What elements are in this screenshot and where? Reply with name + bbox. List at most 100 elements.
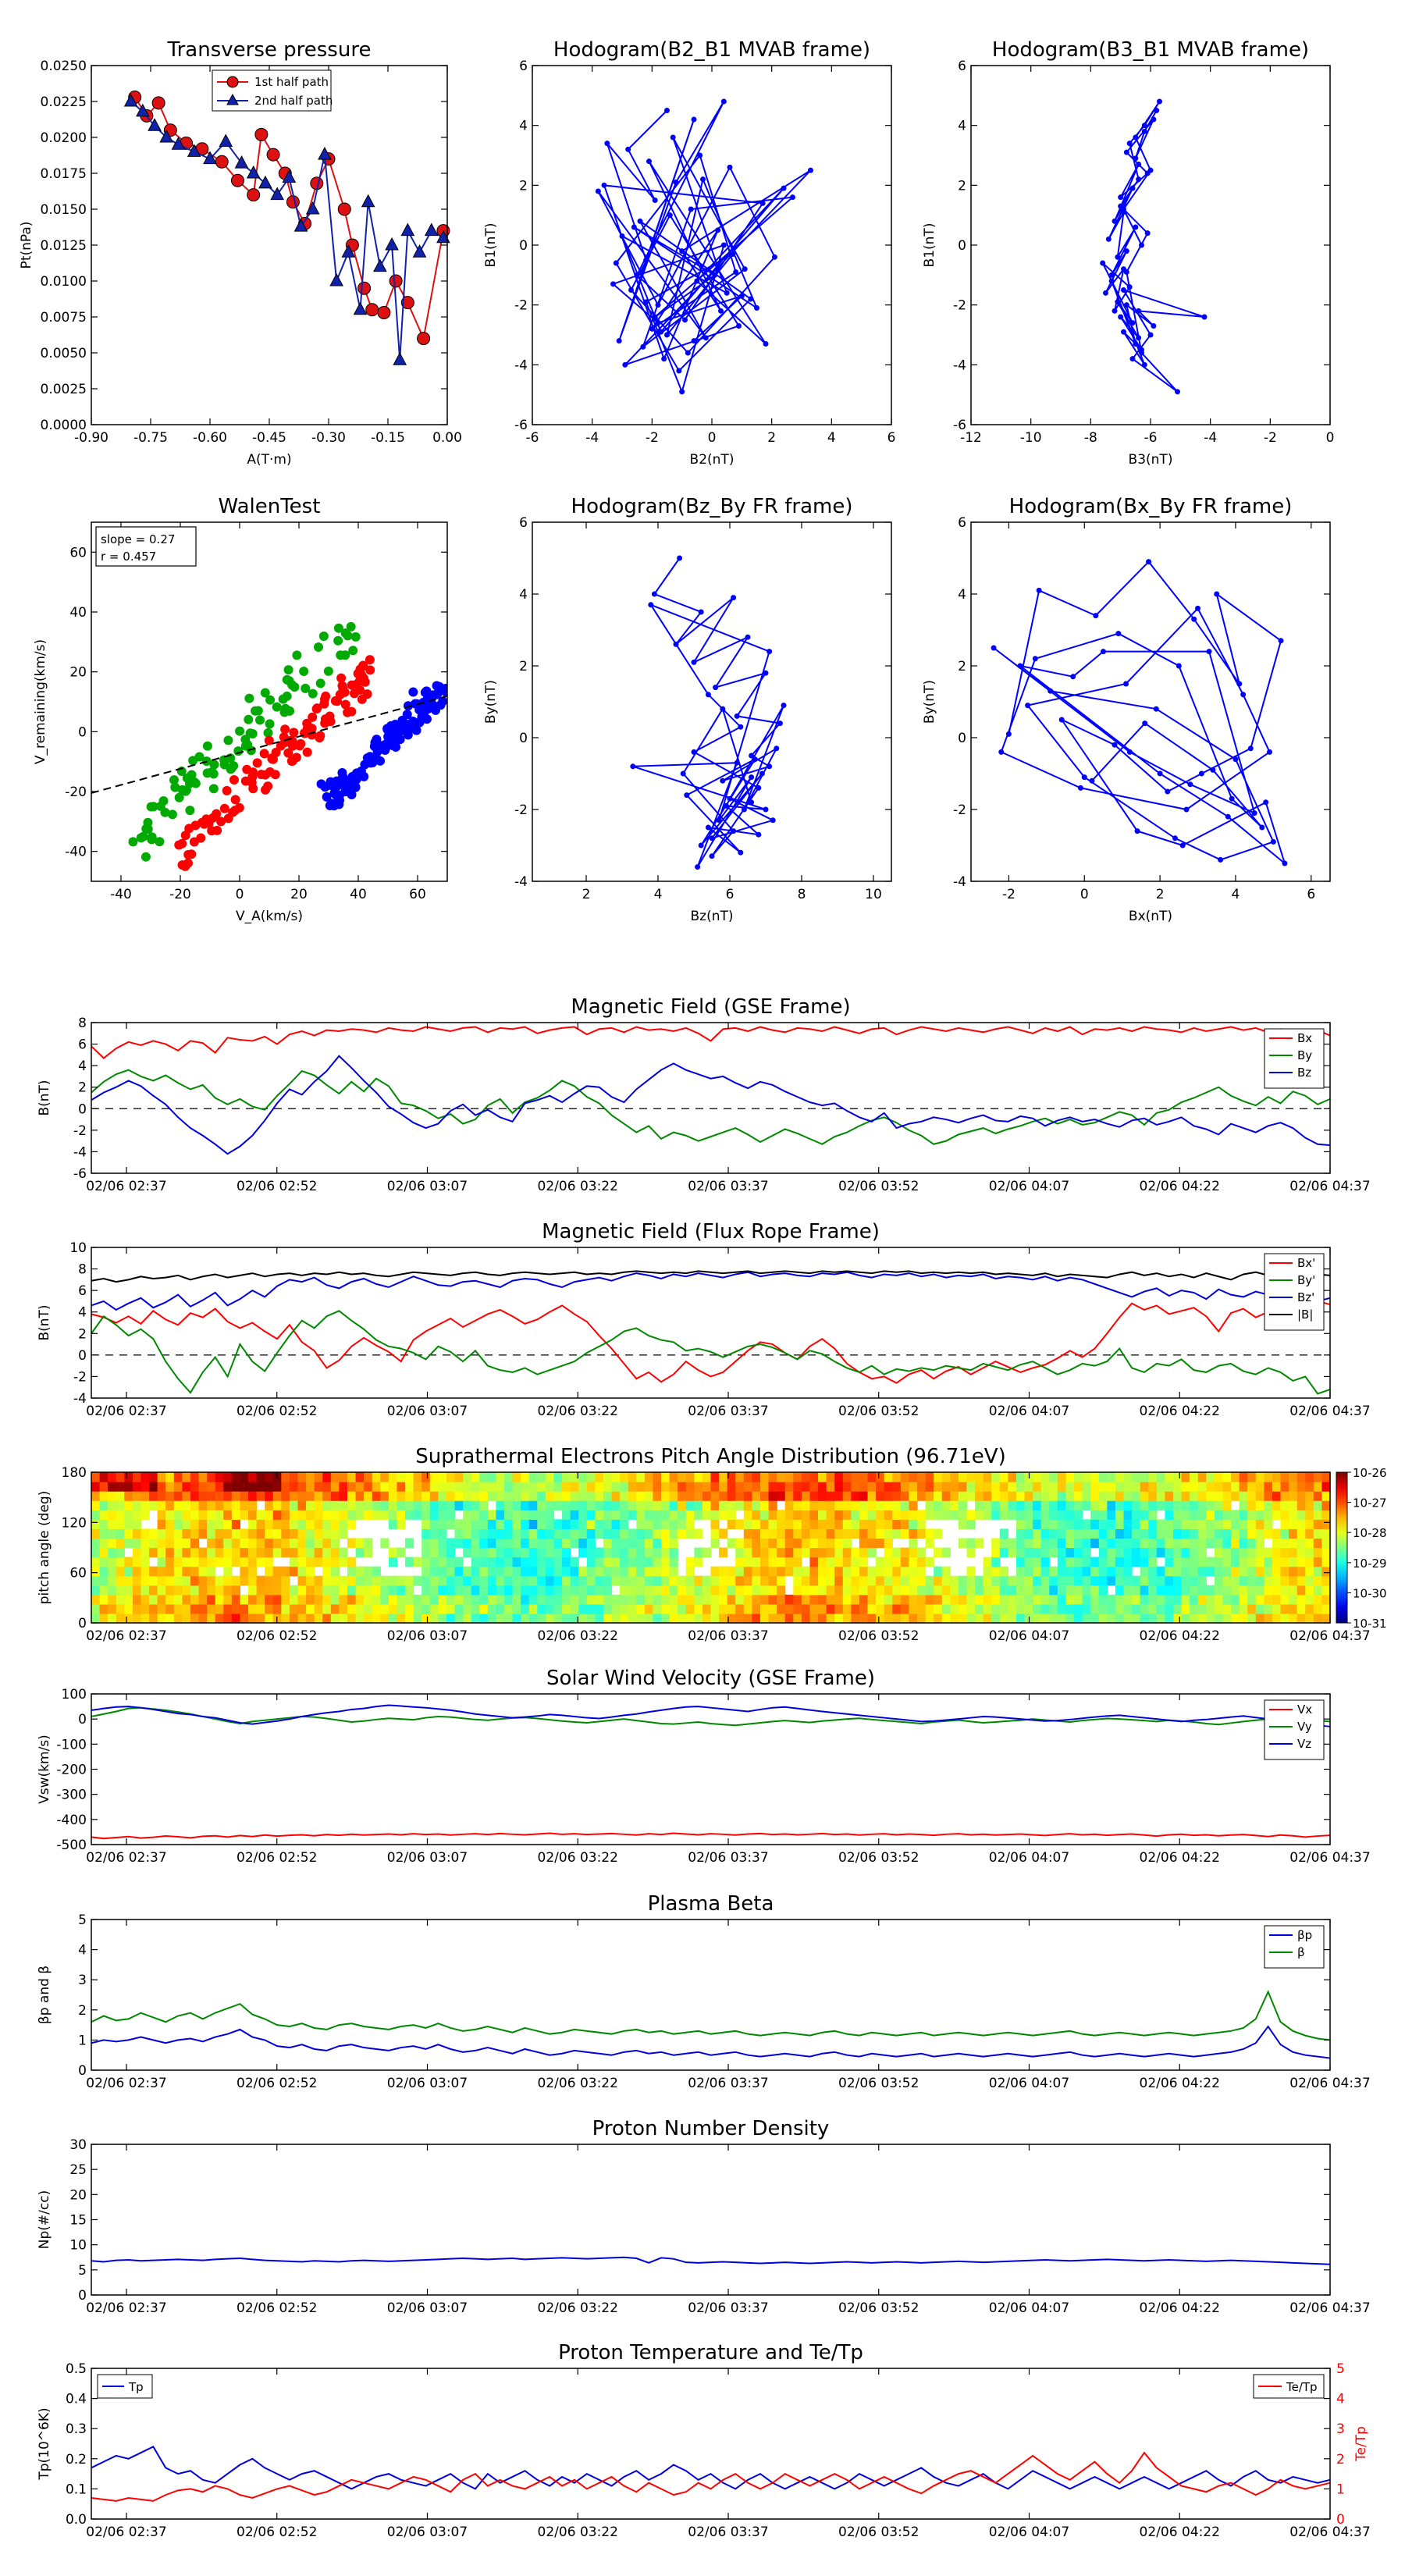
heatmap-cell (281, 1500, 290, 1510)
heatmap-cell (207, 1594, 216, 1605)
heatmap-cell (826, 1472, 835, 1482)
heatmap-cell (900, 1472, 910, 1482)
heatmap-cell (1305, 1547, 1314, 1558)
heatmap-cell (496, 1510, 505, 1520)
data-point (727, 795, 733, 802)
data-point (258, 175, 272, 189)
heatmap-cell (1016, 1538, 1026, 1549)
heatmap-cell (777, 1510, 786, 1520)
heatmap-cell (653, 1510, 662, 1520)
heatmap-cell (388, 1491, 398, 1501)
heatmap-cell (900, 1557, 910, 1567)
heatmap-cell (347, 1557, 357, 1567)
heatmap-cell (818, 1519, 827, 1529)
heatmap-cell (1289, 1538, 1298, 1549)
heatmap-cell (1148, 1528, 1158, 1539)
heatmap-cell (463, 1472, 472, 1482)
heatmap-cell (537, 1519, 546, 1529)
heatmap-cell (1297, 1575, 1306, 1586)
heatmap-cell (719, 1491, 728, 1501)
heatmap-cell (702, 1613, 712, 1624)
data-point (341, 244, 356, 258)
time-tick-label: 02/06 03:37 (688, 2524, 768, 2540)
heatmap-cell (999, 1566, 1008, 1577)
heatmap-cell (983, 1585, 992, 1596)
heatmap-cell (116, 1566, 125, 1577)
data-point (734, 760, 740, 766)
heatmap-cell (1148, 1566, 1158, 1577)
data-point (1112, 308, 1118, 314)
heatmap-cell (1214, 1585, 1224, 1596)
data-point (634, 272, 640, 278)
heatmap-cell (248, 1547, 258, 1558)
heatmap-cell (867, 1538, 877, 1549)
heatmap-cell (900, 1482, 910, 1492)
data-point (248, 784, 258, 794)
heatmap-cell (1214, 1575, 1224, 1586)
heatmap-cell (429, 1594, 439, 1605)
heatmap-cell (636, 1585, 646, 1596)
heatmap-cell (801, 1547, 811, 1558)
heatmap-cell (809, 1547, 819, 1558)
heatmap-cell (685, 1557, 695, 1567)
chart-title: Hodogram(B3_B1 MVAB frame) (992, 38, 1309, 62)
heatmap-cell (339, 1594, 348, 1605)
heatmap-cell (562, 1482, 571, 1492)
heatmap-cell (364, 1510, 373, 1520)
heatmap-cell (355, 1613, 365, 1624)
heatmap-cell (859, 1500, 869, 1510)
heatmap-cell (422, 1566, 431, 1577)
heatmap-cell (116, 1547, 125, 1558)
heatmap-cell (330, 1547, 340, 1558)
heatmap-cell (1040, 1528, 1050, 1539)
heatmap-cell (801, 1482, 811, 1492)
heatmap-cell (1181, 1538, 1190, 1549)
time-tick-label: 02/06 04:07 (989, 1404, 1069, 1419)
heatmap-cell (768, 1585, 777, 1596)
heatmap-cell (1148, 1482, 1158, 1492)
heatmap-cell (950, 1603, 959, 1614)
heatmap-cell (454, 1566, 464, 1577)
heatmap-cell (1090, 1594, 1100, 1605)
heatmap-cell (347, 1482, 357, 1492)
heatmap-cell (653, 1594, 662, 1605)
heatmap-cell (570, 1613, 579, 1624)
y-tick-label: 4 (958, 587, 966, 603)
heatmap-cell (801, 1510, 811, 1520)
heatmap-cell (1156, 1566, 1165, 1577)
heatmap-cell (504, 1613, 514, 1624)
heatmap-cell (173, 1528, 183, 1539)
y-tick-label: -2 (514, 802, 528, 818)
heatmap-cell (157, 1557, 166, 1567)
data-point (365, 655, 375, 665)
data-point (619, 233, 625, 239)
heatmap-cell (413, 1482, 422, 1492)
heatmap-cell (173, 1585, 183, 1596)
heatmap-cell (1172, 1557, 1183, 1567)
heatmap-cell (966, 1585, 976, 1596)
data-point (1115, 631, 1122, 637)
heatmap-cell (454, 1575, 464, 1586)
heatmap-cell (876, 1557, 885, 1567)
y-tick-label: 6 (519, 515, 528, 531)
heatmap-cell (182, 1594, 191, 1605)
data-point (1157, 770, 1163, 777)
heatmap-cell (768, 1491, 777, 1501)
heatmap-cell (397, 1603, 406, 1614)
heatmap-cell (892, 1528, 902, 1539)
heatmap-cell (892, 1491, 902, 1501)
heatmap-cell (1057, 1491, 1067, 1501)
heatmap-cell (842, 1491, 852, 1501)
data-point (299, 666, 309, 676)
heatmap-cell (1123, 1538, 1133, 1549)
plot-frame (91, 1919, 1331, 2071)
heatmap-cell (884, 1594, 893, 1605)
legend-box (1264, 1253, 1325, 1331)
heatmap-cell (669, 1538, 678, 1549)
heatmap-cell (528, 1472, 538, 1482)
heatmap-cell (1206, 1538, 1215, 1549)
heatmap-cell (991, 1594, 1001, 1605)
heatmap-cell (1255, 1575, 1264, 1586)
data-point (679, 389, 685, 395)
heatmap-cell (1140, 1585, 1149, 1596)
